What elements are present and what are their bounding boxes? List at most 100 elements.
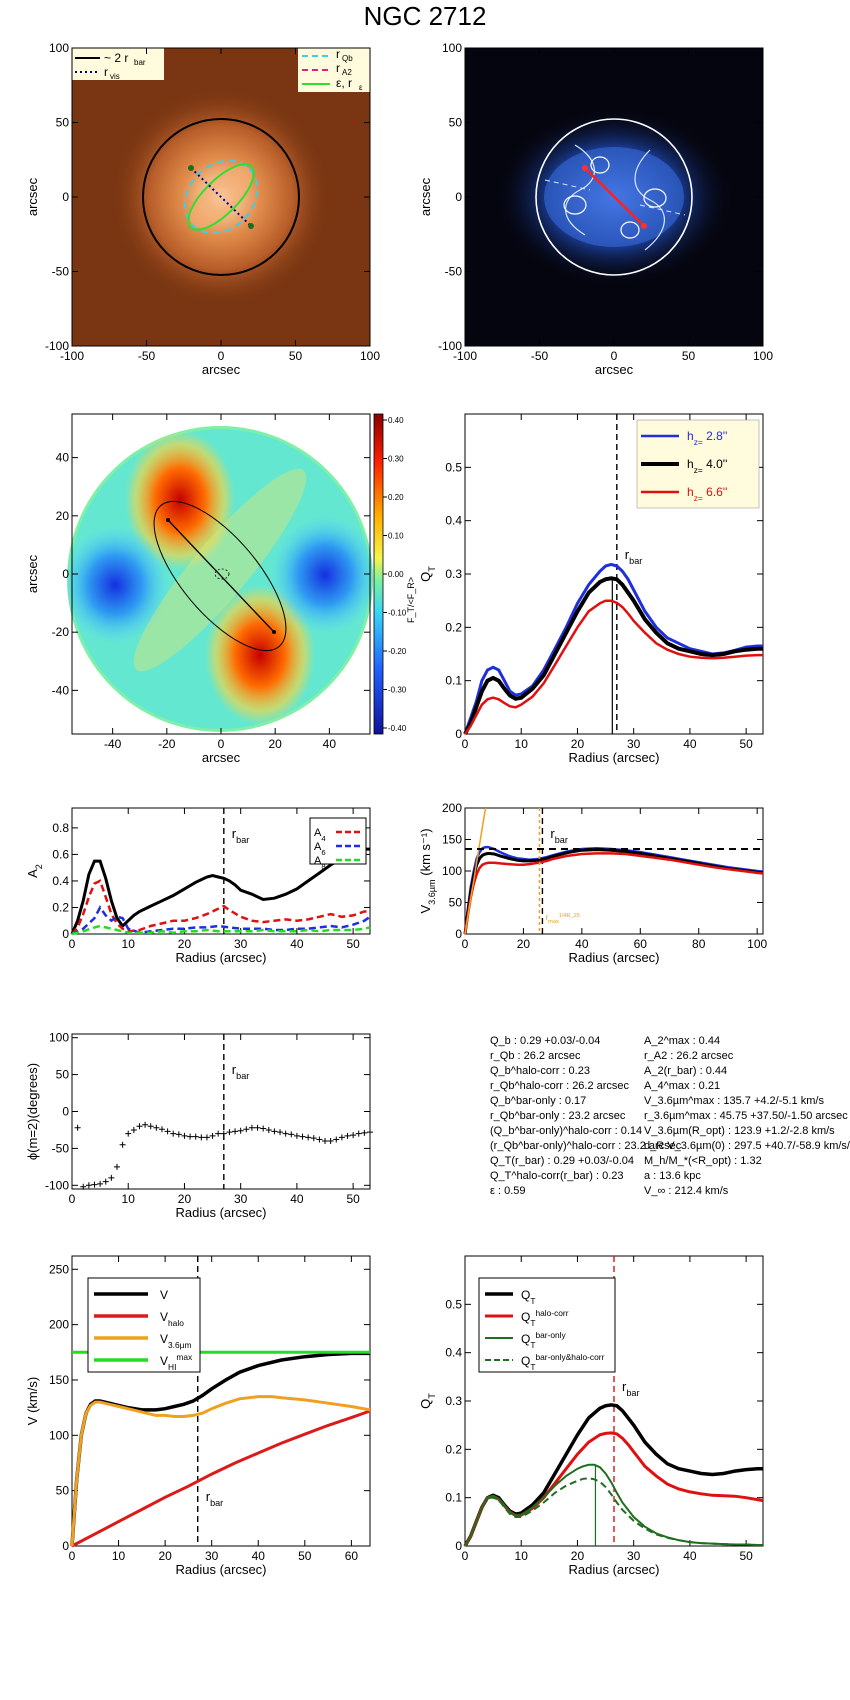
y-axis-label: arcsec (25, 554, 40, 593)
phase-point (158, 1126, 165, 1133)
residual-panel-axes: -100 -50 0 50 100 -100 -50 0 50 100 arcsec arcsec (418, 41, 773, 377)
rmax-label: rmax1/4R_25 (546, 913, 580, 925)
info-column-right: A_2^max : 0.44 r_A2 : 26.2 arcsec A_2(r_ba… (644, 1034, 850, 1199)
x-tick-label: 50 (739, 1549, 753, 1563)
info-row: A_4^max : 0.21 (644, 1080, 721, 1092)
info-row: r_Qb^halo-corr : 26.2 arcsec (490, 1080, 630, 1092)
phase-point (130, 1126, 137, 1133)
x-tick-label: 30 (627, 1549, 641, 1563)
rqb-ellipse (183, 159, 259, 235)
center-dashed-ellipse (214, 568, 230, 580)
y-tick-label: 0.1 (445, 1491, 462, 1505)
colorbar-tick-label: -0.20 (388, 647, 407, 656)
y-tick-label: 100 (49, 1428, 69, 1442)
legend-label: QT (521, 1288, 535, 1306)
x-tick-label: 10 (515, 1549, 529, 1563)
colorbar-title: F_T/<F_R> (406, 577, 416, 623)
phase-point (327, 1138, 334, 1145)
legend-box (636, 419, 760, 509)
y-tick-label: 100 (49, 41, 69, 55)
legend-label: Vhalo (160, 1310, 184, 1328)
x-tick-label: 40 (575, 937, 589, 951)
contour-loop (590, 156, 610, 174)
y-tick-label: 20 (56, 509, 70, 523)
y-tick-label: 0 (62, 927, 69, 941)
y-tick-label: 100 (442, 864, 462, 878)
legend-label-sub: A2 (342, 68, 352, 77)
info-row: d_R V_3.6µm(0) : 297.5 +40.7/-58.9 km/s/… (644, 1140, 850, 1152)
info-row: Q_T(r_bar) : 0.29 +0.03/-0.04 (490, 1155, 634, 1167)
y-tick-label: 50 (56, 1068, 70, 1082)
x-tick-label: 0 (462, 937, 469, 951)
phase-point (209, 1132, 216, 1139)
phase-point (265, 1126, 272, 1133)
qt-curve-hz-1 (463, 576, 763, 735)
x-tick-label: 10 (515, 737, 529, 751)
legend-label: VHImax (160, 1352, 193, 1372)
y-tick-label: -100 (45, 339, 69, 353)
phase-point (355, 1130, 362, 1137)
x-tick-label: -20 (158, 737, 176, 751)
bar-end-marker (188, 165, 194, 171)
legend-label: V (160, 1288, 168, 1302)
rotation-curve-panel-axes: 0 20 40 60 80 100 0 50 100 150 200 Radius (arcsec) V… (418, 801, 767, 965)
qt-halo-panel-axes: 0 10 20 30 40 50 0 0.1 0.2 0.3 0.4 0.5 Radius (arcse… (418, 1255, 764, 1577)
fourier-curve-0 (70, 847, 370, 935)
y-tick-label: 0 (455, 727, 462, 741)
rvis-line (190, 167, 252, 227)
info-row: V_∞ : 212.4 km/s (644, 1185, 729, 1197)
legend-label: hz= 6.6'' (687, 485, 727, 503)
x-tick-label: 30 (234, 937, 248, 951)
phase-point (220, 1130, 227, 1137)
phase-point (288, 1131, 295, 1138)
x-axis-label: Radius (arcsec) (175, 950, 266, 965)
y-tick-label: -50 (445, 265, 463, 279)
x-tick-label: 50 (682, 349, 696, 363)
phase-point (147, 1123, 154, 1130)
phase-point (226, 1129, 233, 1136)
legend-label: A4 (314, 827, 326, 843)
phase-point (215, 1130, 222, 1137)
x-tick-label: 0 (218, 737, 225, 751)
phase-point (260, 1125, 267, 1132)
y-tick-label: 0.1 (445, 674, 462, 688)
fourier-curve-2 (71, 905, 371, 936)
phase-point (232, 1128, 239, 1135)
colorbar-tick-label: 0.00 (388, 570, 404, 579)
force-blob-blue-left (67, 525, 170, 645)
qt-curve-hz-2 (463, 599, 763, 735)
x-tick-label: 30 (205, 1549, 219, 1563)
two-rbar-circle (142, 118, 300, 276)
rotation-curve-3 (464, 807, 487, 935)
info-row: A_2(r_bar) : 0.44 (644, 1065, 728, 1077)
bar-end-marker (641, 223, 647, 229)
rbar-label: rbar (206, 1489, 224, 1508)
fourier-curve-3 (71, 924, 371, 936)
info-row: V_3.6µm(R_opt) : 123.9 +1.2/-2.8 km/s (644, 1125, 835, 1137)
phase-point (367, 1129, 373, 1136)
y-tick-label: -100 (45, 1178, 69, 1192)
residual-circle (535, 118, 693, 276)
plot-frame (71, 1255, 371, 1547)
y-tick-label: -100 (438, 339, 462, 353)
phase-point (350, 1132, 357, 1139)
phase-point (85, 1182, 92, 1189)
y-tick-label: 0.4 (445, 1346, 462, 1360)
x-axis-label: Radius (arcsec) (175, 1562, 266, 1577)
phase-point (277, 1129, 284, 1136)
x-tick-label: 0 (218, 349, 225, 363)
qt-hz-legend: hz= 2.8'' hz= 4.0'' hz= 6.6'' (636, 419, 760, 509)
force-map-panel-axes: -40 -20 0 20 40 -40 -20 0 20 40 arcsec arcsec (25, 413, 371, 765)
phase-point (119, 1141, 126, 1148)
velocity-curve-0 (70, 1351, 370, 1547)
x-tick-label: 20 (178, 937, 192, 951)
velocity-decomposition-panel-axes: 0 10 20 30 40 50 60 0 50 100 150 200 250 Radius (arcs… (25, 1255, 371, 1577)
y-tick-label: 0 (455, 190, 462, 204)
plot-frame (71, 807, 371, 935)
info-row: r_3.6µm^max : 45.75 +37.50/-1.50 arcsec (644, 1110, 848, 1122)
legend-label-sub: bar (134, 58, 146, 67)
rbar-label: rbar (232, 1062, 250, 1081)
y-tick-label: -20 (52, 625, 70, 639)
bar-end-marker (272, 630, 276, 634)
colorbar-tick-label: 0.20 (388, 493, 404, 502)
